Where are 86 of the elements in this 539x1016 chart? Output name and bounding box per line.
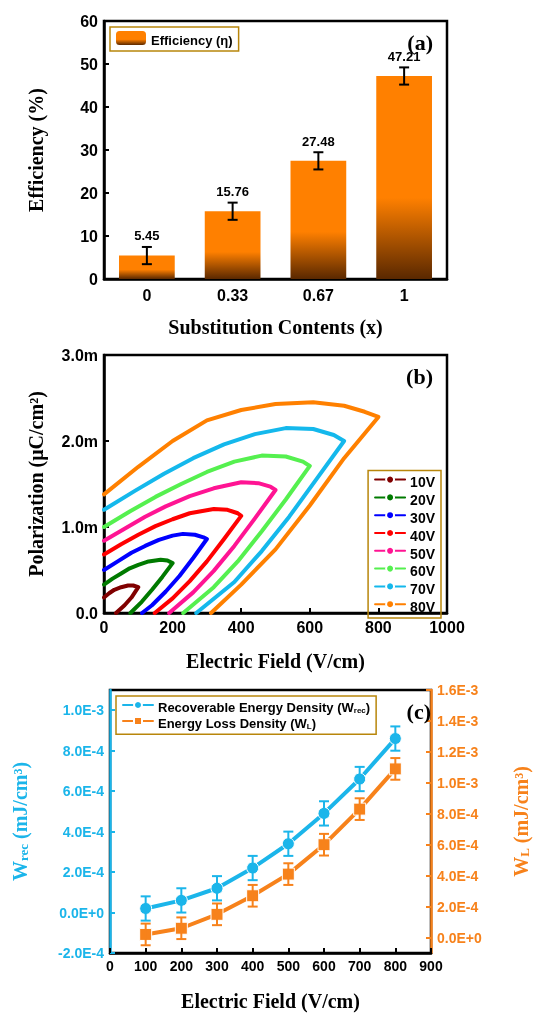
y2-tick-label: 8.0E-4	[437, 805, 479, 822]
point	[210, 907, 224, 921]
y-axis-title: Wrec (mJ/cm³)	[9, 761, 32, 882]
y-tick-label: -2.0E-4	[58, 945, 105, 961]
point	[353, 802, 367, 816]
y-tick-label: 50	[80, 55, 99, 73]
x-tick-label: 0.33	[217, 286, 249, 304]
y-tick-label: 0.0	[75, 604, 99, 622]
y2-tick-label: 2.0E-4	[437, 898, 479, 915]
y-tick-label: 3.0m	[61, 346, 98, 364]
y-tick-label: 0	[89, 270, 99, 288]
legend-label: 30V	[410, 510, 436, 526]
y-tick-label: 1.0m	[61, 518, 98, 536]
y-tick-label: 0.0E+0	[59, 904, 105, 921]
bar	[119, 255, 175, 279]
bar	[290, 160, 347, 279]
y-axis-title: Efficiency (%)	[25, 88, 48, 212]
y2-tick-label: 1.0E-3	[437, 774, 479, 791]
legend-label: 20V	[410, 492, 436, 509]
x-tick-label: 600	[312, 958, 336, 974]
y-tick-label: 60	[80, 12, 99, 30]
x-tick-label: 0.67	[302, 286, 335, 304]
x-tick-label: 400	[240, 958, 265, 974]
y2-tick-label: 4.0E-4	[437, 867, 479, 884]
y-tick-label: 6.0E-4	[62, 783, 105, 800]
y-tick-label: 1.0E-3	[62, 702, 105, 719]
x-tick-label: 400	[227, 618, 255, 636]
legend-label: 10V	[410, 474, 436, 491]
line-series	[102, 557, 175, 615]
annotation: (b)	[406, 363, 433, 389]
y-tick-label: 2.0m	[61, 432, 98, 450]
y-tick-label: 10	[80, 227, 99, 245]
legend-label: Energy Loss Density (WL)	[158, 716, 317, 732]
line-series	[102, 583, 141, 615]
x-tick-label: 200	[169, 958, 194, 974]
line-series	[102, 426, 347, 615]
y-tick-label: 8.0E-4	[62, 742, 105, 759]
x-tick-label: 800	[365, 618, 392, 636]
bar	[204, 211, 261, 279]
y2-tick-label: 1.6E-3	[437, 682, 479, 698]
legend-label: 70V	[410, 581, 436, 598]
x-tick-label: 0	[142, 286, 152, 304]
line-series	[102, 480, 278, 615]
legend-label: 80V	[410, 599, 436, 615]
line-series	[102, 506, 244, 615]
y-tick-label: 30	[80, 141, 99, 159]
x-tick-label: 100	[133, 958, 158, 974]
line-series	[102, 531, 209, 615]
legend-label: 40V	[410, 527, 436, 544]
point	[281, 867, 295, 881]
data-label: 5.45	[134, 228, 160, 244]
x-tick-label: 500	[276, 958, 301, 974]
legend-label: 50V	[410, 545, 436, 562]
x-axis-title: Substitution Contents (x)	[168, 316, 383, 339]
legend-label: 60V	[410, 563, 436, 580]
point	[317, 838, 331, 852]
y-tick-label: 40	[80, 98, 99, 116]
x-tick-label: 800	[383, 958, 408, 974]
annotation: (c)	[406, 698, 431, 724]
y-tick-label: 20	[80, 184, 99, 202]
x-tick-label: 200	[159, 618, 187, 636]
y-tick-label: 2.0E-4	[62, 864, 105, 881]
x-tick-label: 600	[296, 618, 324, 636]
x-tick-label: 1000	[429, 618, 465, 636]
legend-label: Recoverable Energy Density (Wrec)	[158, 700, 371, 716]
bar	[376, 76, 432, 279]
y-axis-title: Polarization (μC/cm²)	[25, 391, 48, 577]
y-tick-label: 4.0E-4	[62, 823, 105, 840]
legend-label: Efficiency (η)	[151, 33, 233, 49]
y2-tick-label: 0.0E+0	[437, 929, 482, 946]
x-axis-title: Electric Field (V/cm)	[181, 990, 360, 1013]
y2-tick-label: 1.4E-3	[437, 712, 479, 729]
x-axis-title: Electric Field (V/cm)	[186, 650, 365, 673]
y2-tick-label: 1.2E-3	[437, 743, 479, 760]
x-tick-label: 1	[399, 286, 409, 304]
data-label: 15.76	[216, 184, 249, 200]
y2-axis-title: WL (mJ/cm³)	[510, 766, 533, 877]
point	[388, 762, 402, 776]
x-tick-label: 700	[347, 958, 372, 974]
y2-tick-label: 6.0E-4	[437, 836, 479, 853]
x-tick-label: 900	[419, 958, 443, 974]
x-tick-label: 300	[205, 958, 229, 974]
data-label: 27.48	[302, 133, 335, 149]
x-tick-label: 0	[106, 958, 115, 974]
line-series	[102, 400, 381, 615]
line-series	[102, 453, 312, 615]
